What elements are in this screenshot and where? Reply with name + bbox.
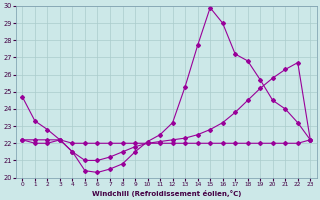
X-axis label: Windchill (Refroidissement éolien,°C): Windchill (Refroidissement éolien,°C) (92, 190, 241, 197)
